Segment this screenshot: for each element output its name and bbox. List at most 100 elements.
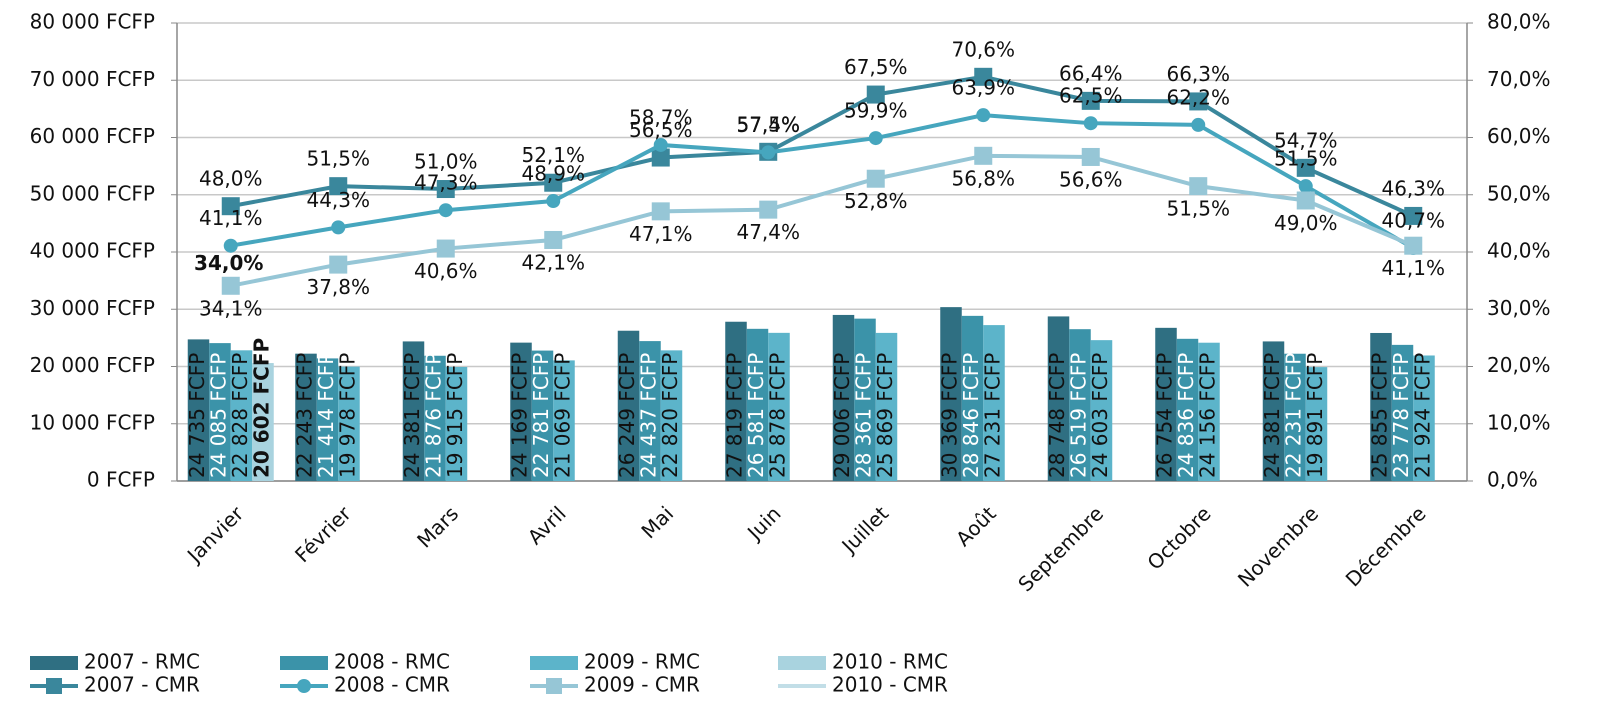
marker	[1081, 91, 1100, 110]
marker	[1296, 158, 1315, 177]
y2-tick-label: 70,0%	[1487, 67, 1551, 91]
bar	[746, 328, 769, 481]
bar-label: 28 846 FCFP	[959, 353, 983, 478]
line-label: 67,5%	[844, 55, 908, 79]
marker	[544, 230, 563, 249]
legend-label: 2009 - RMC	[584, 650, 700, 674]
bar	[1284, 353, 1306, 481]
marker	[759, 200, 778, 219]
line-label: 62,2%	[1166, 85, 1230, 109]
y-tick-label: 30 000 FCFP	[30, 296, 155, 320]
marker	[438, 203, 453, 218]
x-tick-label: Avril	[523, 501, 571, 549]
bar-label: 26 754 FCFP	[1153, 353, 1177, 478]
bar-label: 21 069 FCFP	[551, 353, 575, 478]
y-tick-label: 70 000 FCFP	[30, 67, 155, 91]
marker	[1404, 206, 1423, 225]
bar	[854, 318, 876, 481]
bar	[1370, 332, 1392, 481]
bar	[1198, 342, 1220, 481]
marker	[1298, 179, 1313, 194]
legend-marker	[297, 679, 311, 693]
line	[230, 74, 1415, 218]
bar	[768, 332, 790, 481]
line-label: 40,7%	[1381, 208, 1445, 232]
bar	[660, 350, 683, 481]
marker	[866, 169, 885, 188]
bar-label: 28 748 FCFP	[1045, 353, 1069, 478]
y2-tick-label: 40,0%	[1487, 239, 1551, 263]
marker	[223, 238, 238, 253]
y2-tick-label: 10,0%	[1487, 410, 1551, 434]
bar-label: 26 249 FCFP	[615, 353, 639, 478]
line-label: 54,7%	[1274, 128, 1338, 152]
bar-label: 24 381 FCFP	[1260, 353, 1284, 478]
line-label: 48,9%	[521, 162, 585, 186]
bar	[445, 366, 468, 481]
line-label: 58,7%	[629, 105, 693, 129]
x-tick-label: Mars	[412, 501, 463, 552]
x-tick-label: Mai	[636, 501, 678, 543]
line	[230, 153, 1415, 288]
y2-tick-label: 80,0%	[1487, 10, 1551, 34]
bar	[209, 343, 231, 481]
line-label: 48,0%	[199, 167, 263, 191]
marker	[1081, 147, 1100, 166]
bar	[553, 360, 575, 481]
marker	[974, 67, 993, 86]
bar-label: 21 924 FCFP	[1411, 353, 1435, 478]
bar	[531, 350, 554, 481]
marker	[974, 146, 993, 165]
y2-tick-label: 60,0%	[1487, 124, 1551, 148]
line-label: 63,9%	[951, 76, 1015, 100]
bar-label: 22 231 FCFP	[1282, 353, 1306, 478]
y-tick-label: 40 000 FCFP	[30, 239, 155, 263]
bar	[187, 339, 210, 481]
marker	[546, 194, 561, 209]
bar	[983, 325, 1005, 481]
y-tick-label: 80 000 FCFP	[30, 10, 155, 34]
y2-tick-label: 50,0%	[1487, 181, 1551, 205]
bar	[1413, 355, 1435, 481]
bar	[424, 355, 446, 481]
line-label: 46,3%	[1381, 176, 1445, 200]
bar-label: 24 437 FCFP	[637, 353, 661, 478]
line-label: 57,5%	[736, 112, 800, 136]
marker	[868, 131, 883, 146]
bar-label: 21 414 FCFP	[314, 353, 338, 478]
bar-label: 24 603 FCFP	[1088, 353, 1112, 478]
line-label: 34,1%	[199, 296, 263, 320]
bar-label: 19 915 FCFP	[443, 353, 467, 478]
bar-label: 19 891 FCFP	[1303, 353, 1327, 478]
bar	[1305, 367, 1328, 481]
bar	[940, 307, 962, 481]
line-label: 66,4%	[1059, 61, 1123, 85]
line-label: 47,3%	[414, 171, 478, 195]
bar-label: 30 369 FCFP	[938, 353, 962, 478]
bar	[510, 342, 532, 481]
bar-label: 22 781 FCFP	[529, 353, 553, 478]
line-label: 52,1%	[521, 143, 585, 167]
bar	[402, 341, 425, 481]
line-label: 56,8%	[951, 166, 1015, 190]
legend-swatch	[778, 656, 826, 670]
line-label: 57,4%	[736, 113, 800, 137]
bar-label: 22 243 FCFP	[293, 353, 317, 478]
marker	[1189, 177, 1208, 196]
marker	[1404, 236, 1423, 255]
marker	[436, 239, 455, 258]
line-label: 56,6%	[1059, 167, 1123, 191]
bar	[1069, 329, 1091, 481]
bar-label: 19 978 FCFP	[336, 353, 360, 478]
bar	[338, 366, 360, 481]
line-label: 70,6%	[951, 37, 1015, 61]
line-label: 40,6%	[414, 259, 478, 283]
line-label: 37,8%	[306, 275, 370, 299]
bar-label: 28 361 FCFP	[852, 353, 876, 478]
legend-label: 2007 - CMR	[84, 673, 200, 697]
marker	[651, 202, 670, 221]
y-tick-label: 0 FCFP	[87, 468, 155, 492]
bar-label: 27 231 FCFP	[981, 353, 1005, 478]
x-tick-label: Juin	[741, 501, 785, 545]
line-label: 34,0%	[194, 251, 263, 275]
